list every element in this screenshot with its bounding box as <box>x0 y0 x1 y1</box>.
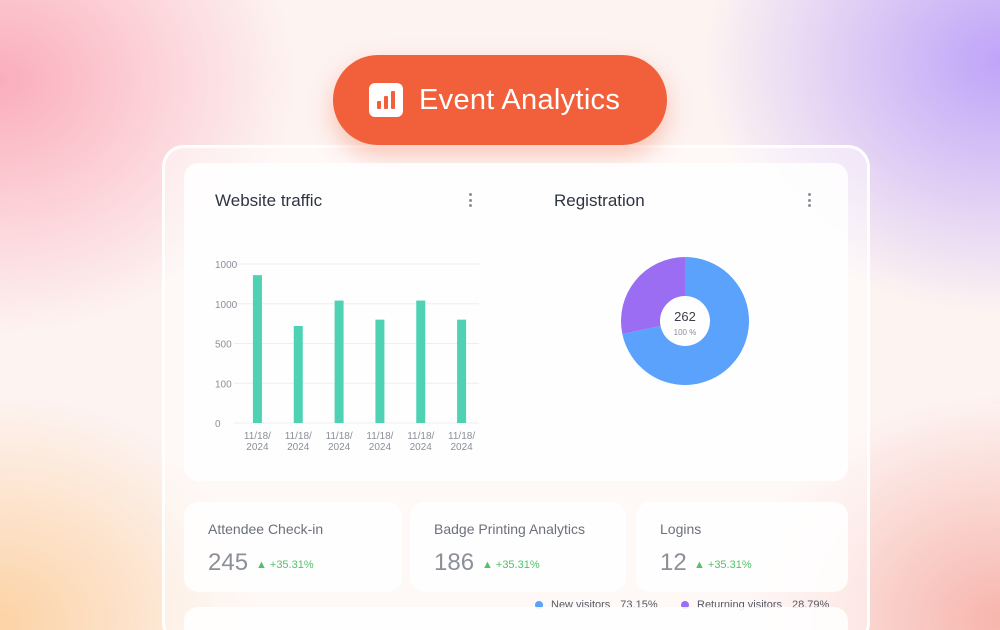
more-vertical-icon[interactable] <box>803 193 815 209</box>
y-tick-label: 100 <box>215 379 232 390</box>
stat-value: 186 <box>434 549 475 576</box>
bar[interactable] <box>252 275 262 423</box>
stat-card-logins[interactable]: Logins 12 ▲ +35.31% <box>636 502 848 592</box>
stat-value: 245 <box>208 549 249 576</box>
x-tick-label: 11/18/ <box>285 431 312 442</box>
stat-label: Badge Printing Analytics <box>434 521 585 537</box>
website-traffic-title: Website traffic <box>215 191 323 210</box>
y-tick-label: 1000 <box>215 300 238 311</box>
bar[interactable] <box>293 326 303 423</box>
bar[interactable] <box>334 300 344 423</box>
stat-label: Attendee Check-in <box>208 521 324 537</box>
stat-card-check-in[interactable]: Attendee Check-in 245 ▲ +35.31% <box>184 502 402 592</box>
bar[interactable] <box>375 319 385 423</box>
y-tick-label: 0 <box>215 419 221 430</box>
stat-delta: ▲ +35.31% <box>482 559 540 571</box>
triangle-up-icon: ▲ <box>694 559 705 571</box>
bar-chart-icon <box>369 83 403 117</box>
legend-dot <box>681 601 689 609</box>
donut-slice[interactable] <box>622 257 749 385</box>
x-tick-label: 11/18/ <box>326 431 353 442</box>
event-analytics-banner: Event Analytics <box>333 55 667 145</box>
y-tick-label: 500 <box>215 340 232 351</box>
stat-card-badge-printing[interactable]: Badge Printing Analytics 186 ▲ +35.31% <box>410 502 626 592</box>
x-tick-label: 2024 <box>246 442 269 453</box>
charts-card: Website traffic Registration 1000 1000 500… <box>184 163 848 611</box>
donut-slice[interactable] <box>621 257 685 334</box>
bottom-card <box>184 607 848 630</box>
x-tick-label: 11/18/ <box>407 431 434 442</box>
legend-dot <box>535 601 543 609</box>
registration-title: Registration <box>554 191 645 210</box>
donut-center-value: 262 <box>674 309 696 324</box>
triangle-up-icon: ▲ <box>482 559 493 571</box>
more-vertical-icon[interactable] <box>464 193 476 209</box>
x-tick-label: 2024 <box>328 442 351 453</box>
triangle-up-icon: ▲ <box>256 559 267 571</box>
x-tick-label: 11/18/ <box>366 431 393 442</box>
x-tick-label: 11/18/ <box>448 431 475 442</box>
bar[interactable] <box>416 300 426 423</box>
x-tick-label: 2024 <box>450 442 473 453</box>
stat-value: 12 <box>660 549 687 576</box>
stat-delta-value: +35.31% <box>707 559 752 571</box>
donut-center-sub: 100 % <box>674 328 697 337</box>
stat-delta: ▲ +35.31% <box>694 559 752 571</box>
x-tick-label: 2024 <box>369 442 392 453</box>
banner-title: Event Analytics <box>419 83 621 116</box>
x-tick-label: 2024 <box>410 442 433 453</box>
y-tick-label: 1000 <box>215 260 238 271</box>
stat-delta: ▲ +35.31% <box>256 559 314 571</box>
bar[interactable] <box>457 319 467 423</box>
x-tick-label: 11/18/ <box>244 431 271 442</box>
x-tick-label: 2024 <box>287 442 310 453</box>
stat-label: Logins <box>660 521 702 537</box>
stat-delta-value: +35.31% <box>269 559 314 571</box>
website-traffic-chart: 10001000500100011/18/202411/18/202411/18… <box>215 260 479 453</box>
stat-delta-value: +35.31% <box>495 559 540 571</box>
